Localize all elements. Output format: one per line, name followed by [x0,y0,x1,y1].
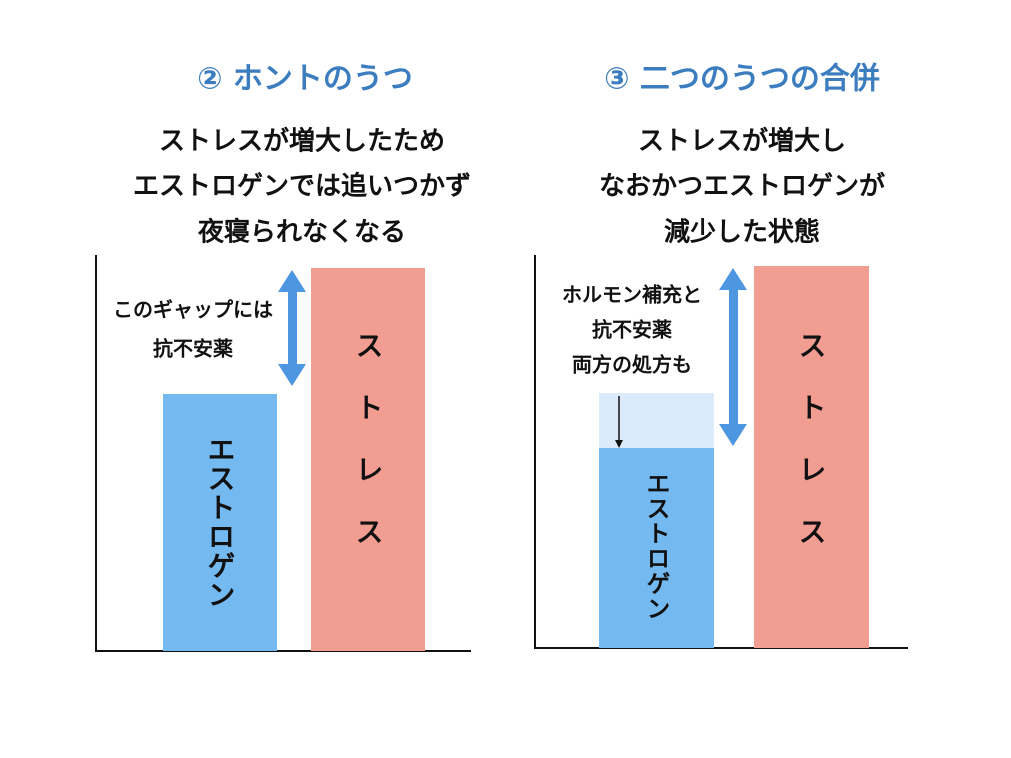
annotation: このギャップには [113,298,273,322]
lost-estrogen [599,393,714,448]
annotation: 両方の処方も [572,353,692,377]
panel-title: ② ホントのうつ [197,62,413,97]
gap-arrow [719,268,747,446]
annotation: 抗不安薬 [153,337,233,361]
bar-label: エストロゲン [642,471,670,621]
bar-label: ストレス [352,331,385,579]
description: ストレスが増大し [638,126,846,157]
description: なおかつエストロゲンが [599,171,885,202]
bar-label: エストロゲン [204,435,237,609]
gap-arrow [278,270,306,386]
panel: ② ホントのうつ ストレスが増大したため エストロゲンでは追いつかず 夜寝られな… [95,62,471,652]
bar-label: ストレス [795,331,828,579]
panel-title: ③ 二つのうつの合併 [604,62,880,97]
annotation: ホルモン補充と [562,283,702,307]
annotation: 抗不安薬 [592,318,672,342]
stress-bar [754,266,869,648]
estrogen-bar [163,394,277,651]
description: 減少した状態 [664,217,820,248]
description: ストレスが増大したため [159,126,445,157]
estrogen-bar [599,448,714,648]
description: 夜寝られなくなる [197,217,406,248]
panel: ③ 二つのうつの合併 ストレスが増大し なおかつエストロゲンが 減少した状態 エ… [534,62,908,649]
stress-bar [311,268,425,651]
description: エストロゲンでは追いつかず [133,171,471,202]
